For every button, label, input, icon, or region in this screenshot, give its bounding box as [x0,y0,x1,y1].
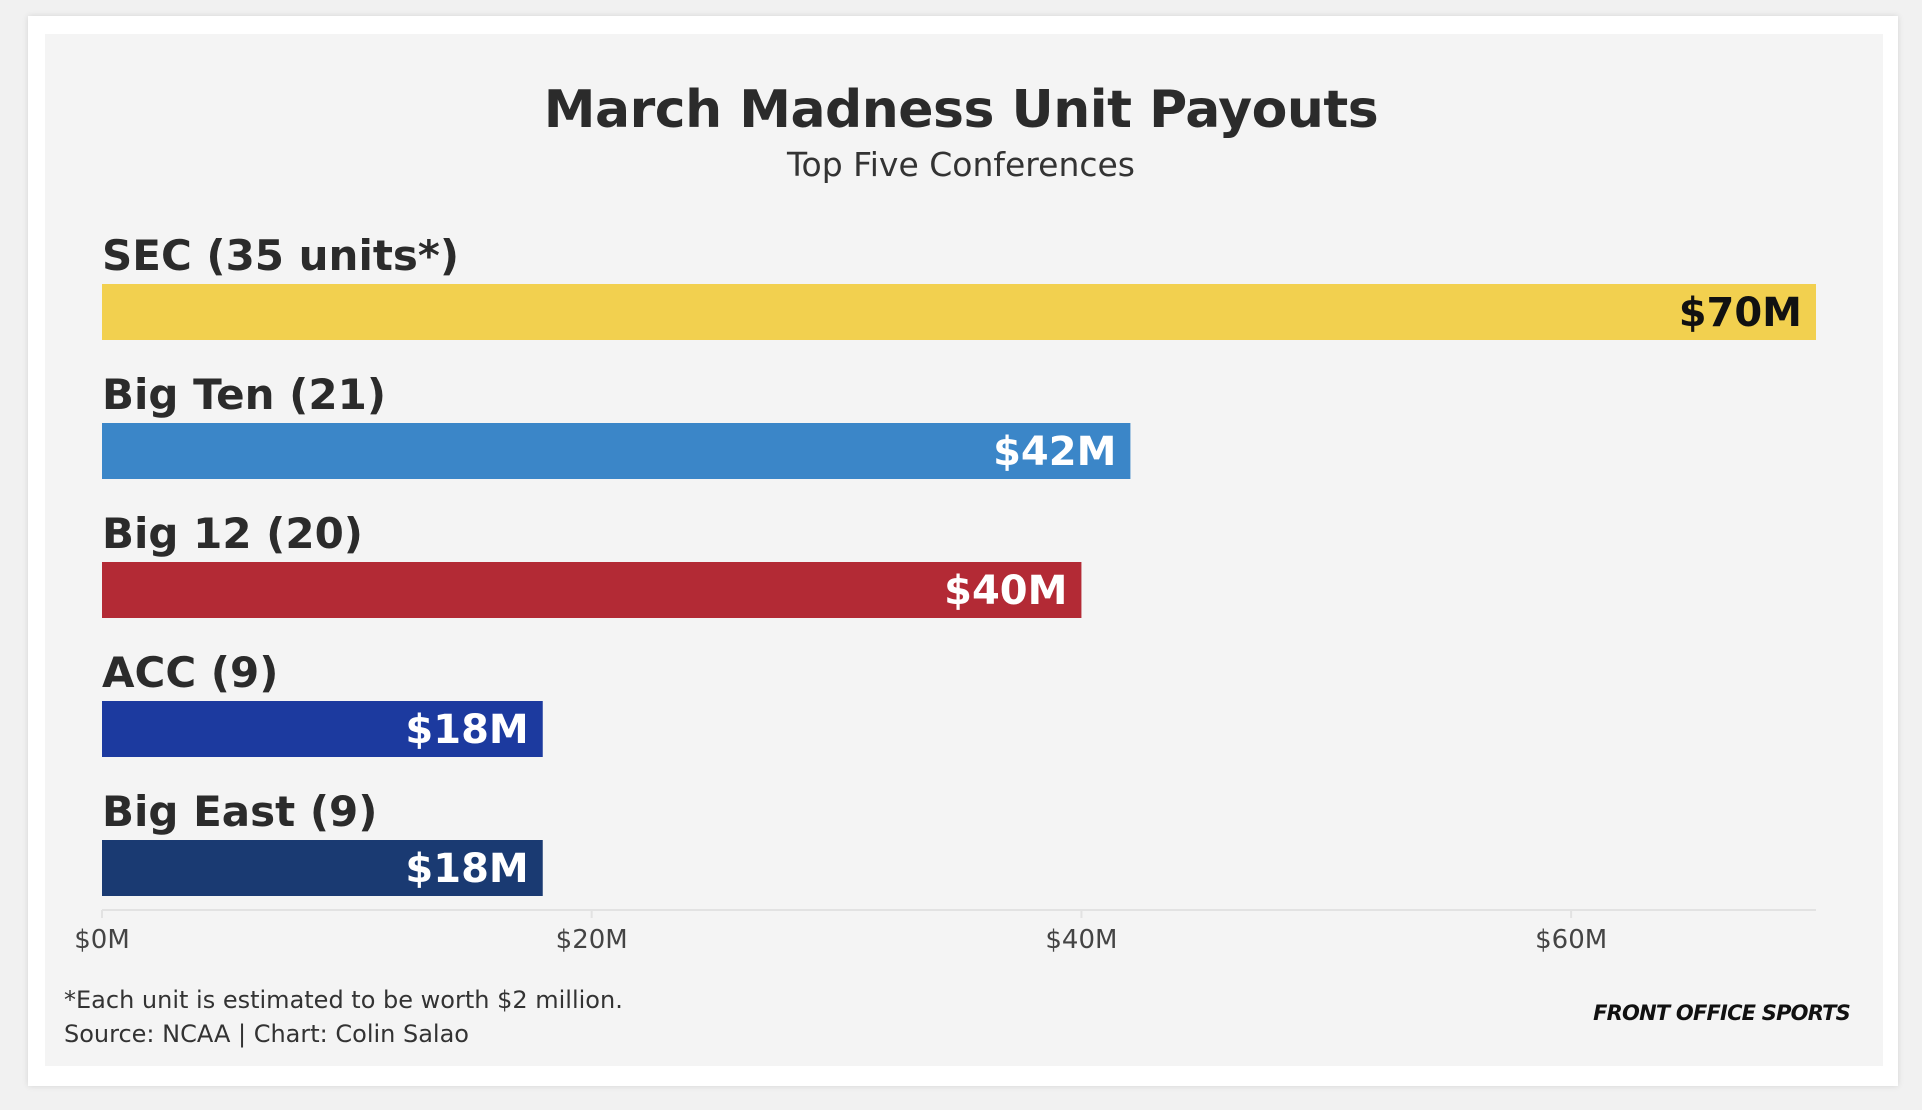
category-label: ACC (9) [102,648,278,697]
footnote-unit-note: *Each unit is estimated to be worth $2 m… [64,986,623,1014]
bar[interactable] [102,701,543,757]
bar-value-label: $40M [944,568,1067,614]
category-label: SEC (35 units*) [102,231,459,280]
x-tick-label: $60M [1535,925,1607,955]
footnote-source: Source: NCAA | Chart: Colin Salao [64,1020,469,1048]
category-label: Big 12 (20) [102,509,363,558]
bar-value-label: $18M [405,707,528,753]
bar-value-label: $42M [993,429,1116,475]
bar[interactable] [102,840,543,896]
bar-value-label: $70M [1679,290,1802,336]
category-label: Big East (9) [102,787,377,836]
chart-title: March Madness Unit Payouts [543,80,1379,140]
x-tick-label: $0M [74,925,130,955]
front-office-sports-logo: FRONT OFFICE SPORTS [1593,1001,1851,1025]
category-label: Big Ten (21) [102,370,386,419]
bar[interactable] [102,423,1131,479]
x-tick-label: $40M [1045,925,1117,955]
bar[interactable] [102,562,1082,618]
bar-value-label: $18M [405,846,528,892]
chart-subtitle: Top Five Conferences [786,145,1135,184]
x-tick-label: $20M [556,925,628,955]
bar[interactable] [102,284,1816,340]
